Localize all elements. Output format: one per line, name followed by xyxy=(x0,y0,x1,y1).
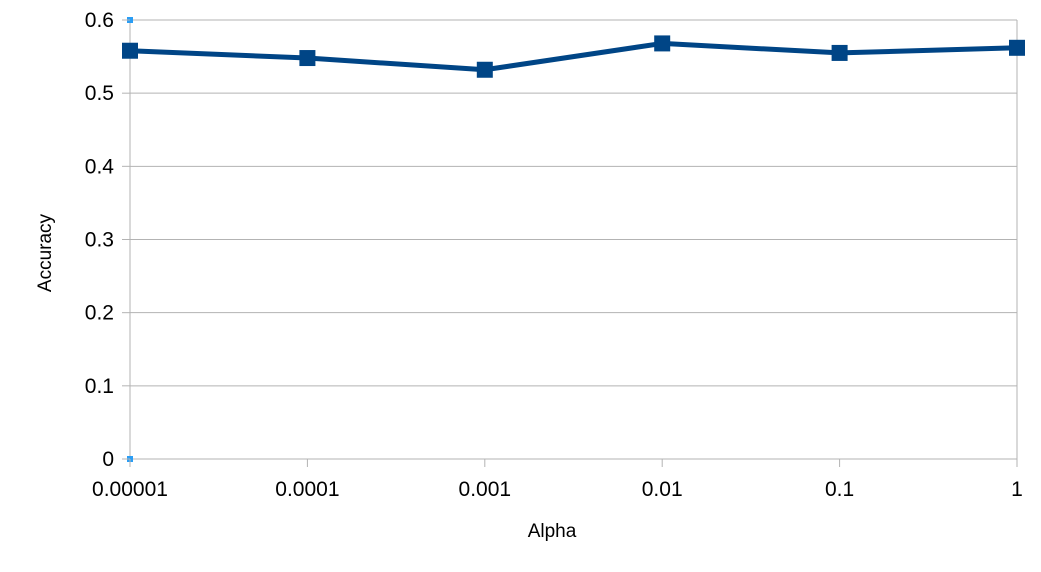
y-tick-label: 0.1 xyxy=(85,375,114,398)
y-tick-label: 0.2 xyxy=(85,302,114,325)
x-tick-label: 1 xyxy=(1011,478,1023,501)
data-point-marker xyxy=(122,42,138,59)
series-line xyxy=(127,40,1020,73)
series-group xyxy=(122,35,1025,78)
data-point-marker xyxy=(476,61,493,78)
x-tick-label: 0.00001 xyxy=(92,478,168,501)
data-point-marker xyxy=(831,44,848,61)
data-point-marker xyxy=(654,35,671,52)
x-axis-title: Alpha xyxy=(528,521,577,542)
data-point-marker xyxy=(299,50,316,67)
x-tick-label: 0.001 xyxy=(459,478,512,501)
y-tick-label: 0.6 xyxy=(85,9,114,32)
x-tick-label: 0.1 xyxy=(825,478,854,501)
y-axis-ticks: 0 0.1 0.2 0.3 0.4 0.5 0.6 xyxy=(85,9,130,471)
y-axis-title: Accuracy xyxy=(35,213,56,292)
x-tick-label: 0.01 xyxy=(642,478,683,501)
y-tick-label: 0.4 xyxy=(85,155,115,178)
y-tick-label: 0 xyxy=(102,448,114,471)
gridlines xyxy=(130,19,1017,460)
data-point-marker xyxy=(1009,39,1025,56)
y-tick-label: 0.5 xyxy=(85,82,114,105)
y-tick-label: 0.3 xyxy=(85,229,114,252)
x-axis-ticks: 0.00001 0.0001 0.001 0.01 0.1 1 xyxy=(92,459,1023,501)
x-tick-label: 0.0001 xyxy=(275,478,339,501)
